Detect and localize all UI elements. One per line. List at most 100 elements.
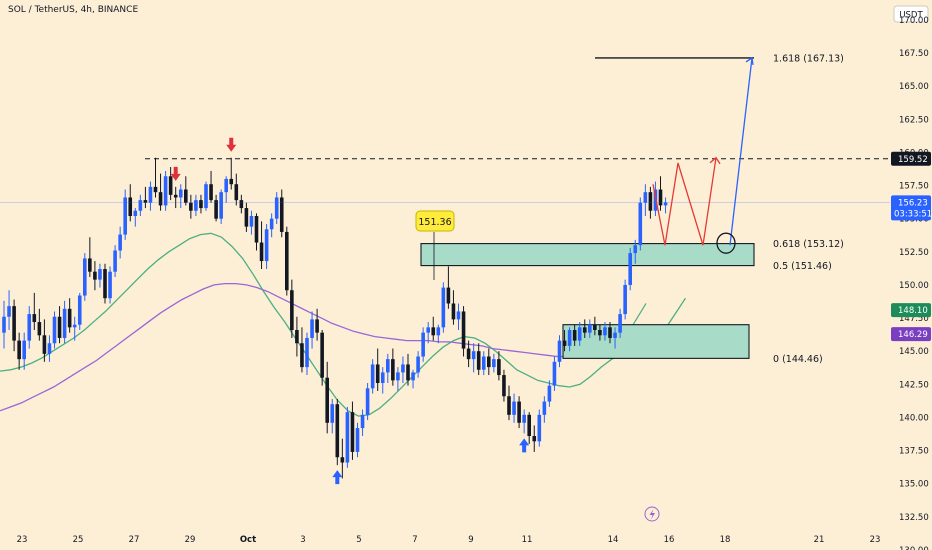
price-tick-label: 170.00 <box>899 16 929 26</box>
lightning-bolt <box>649 509 655 520</box>
candle-body <box>613 332 617 338</box>
time-tick-label: 7 <box>412 535 417 545</box>
candle-body <box>62 308 67 338</box>
candle-body <box>502 375 506 397</box>
resistance-zone[interactable] <box>420 243 755 267</box>
candle-body <box>572 330 577 341</box>
candle-body <box>123 197 127 235</box>
candle-body <box>391 359 395 381</box>
candle-body <box>325 377 329 423</box>
candle-body <box>471 351 476 360</box>
candle-body <box>108 271 112 299</box>
price-tick-label: 137.50 <box>899 447 929 457</box>
currency-badge[interactable] <box>893 5 929 23</box>
price-tick-label: 135.00 <box>899 480 929 490</box>
price-tick-label: 145.00 <box>899 347 929 357</box>
time-tick-label: 9 <box>468 535 473 545</box>
fib-level-label: 1.618 (167.13) <box>773 53 844 64</box>
price-axis[interactable]: USDT170.00167.50165.00162.50160.00157.50… <box>890 0 932 550</box>
candle-body <box>194 200 198 211</box>
candle-body <box>542 401 547 415</box>
ema-fast-line <box>0 232 687 417</box>
up-arrow-marker <box>332 470 343 485</box>
fib-level-label: 0.618 (153.12) <box>773 239 844 250</box>
price-axis-tag-label: 159.52 <box>898 155 928 165</box>
candle-body <box>537 414 542 442</box>
candle-body <box>421 332 425 357</box>
price-tick-label: 152.50 <box>899 248 929 258</box>
time-tick-label: 21 <box>814 535 825 545</box>
candle-body <box>32 314 37 323</box>
support-zone[interactable] <box>562 324 750 359</box>
currency-label: USDT <box>899 11 923 21</box>
candle-body <box>88 258 92 272</box>
time-tick-label: 14 <box>608 535 619 545</box>
candle-body <box>204 184 208 209</box>
price-tick-label: 167.50 <box>899 49 929 59</box>
candle-body <box>153 186 158 193</box>
price-tick-label: 142.50 <box>899 380 929 390</box>
price-tick-label: 157.50 <box>899 182 929 192</box>
fib-level-label: 0 (144.46) <box>773 354 823 365</box>
time-tick-label: 23 <box>870 535 881 545</box>
candle-body <box>582 327 587 333</box>
candle-body <box>507 396 511 415</box>
candle-body <box>7 306 11 317</box>
candle-body <box>532 436 537 442</box>
candle-body <box>310 319 314 338</box>
candle-body <box>380 372 385 384</box>
candle-body <box>608 327 612 338</box>
candle-body <box>562 340 567 346</box>
candle-body <box>360 414 365 429</box>
candle-body <box>628 253 632 285</box>
projection-zigzag <box>652 157 717 246</box>
candle-body <box>618 314 622 333</box>
price-axis-tag <box>891 151 931 166</box>
time-tick-label: 25 <box>73 535 84 545</box>
candle-body <box>386 359 390 373</box>
candle-body <box>375 364 380 384</box>
candle-body <box>476 351 481 370</box>
countdown-label: 03:33:51 <box>894 209 932 219</box>
candle-body <box>456 311 461 320</box>
projection-zigzag-head <box>709 156 721 165</box>
time-tick-label: 29 <box>185 535 196 545</box>
time-tick-label: Oct <box>240 535 256 545</box>
price-tick-label: 162.50 <box>899 115 929 125</box>
current-price-tag <box>891 195 931 221</box>
candle-body <box>335 404 340 458</box>
candle-body <box>254 216 259 243</box>
price-tick-label: 150.00 <box>899 281 929 291</box>
candle-body <box>295 330 299 344</box>
candle-body <box>365 388 370 415</box>
candle-body <box>264 229 269 262</box>
time-axis[interactable]: 23 25 27 29 Oct 3 5 7 9 11 14 16 18 21 23 <box>17 506 881 545</box>
candle-body <box>118 234 122 251</box>
candle-body <box>527 414 531 437</box>
candle-body <box>199 200 203 209</box>
annotations: 1.618 (167.13) 0.618 (153.12) 0.5 (151.46)… <box>0 53 890 485</box>
candle-body <box>17 340 21 360</box>
candle-body <box>178 189 183 198</box>
candle-body <box>512 401 516 415</box>
projection-arrow <box>729 57 753 246</box>
candle-body <box>285 231 289 291</box>
candle-body <box>77 295 82 325</box>
candle-body <box>163 176 168 206</box>
candle-body <box>588 324 592 333</box>
time-tick-label: 11 <box>522 535 533 545</box>
chart-title: SOL / TetherUS, 4h, BINANCE <box>8 5 139 15</box>
up-arrow-marker <box>519 438 530 453</box>
candle-body <box>416 356 420 373</box>
time-tick-label: 23 <box>17 535 28 545</box>
callout-box[interactable] <box>415 210 455 232</box>
candle-body <box>52 316 57 344</box>
lightning-icon[interactable] <box>644 506 660 522</box>
candle-body <box>184 189 188 203</box>
callout-label: 151.36 <box>418 217 451 228</box>
candle-body <box>350 412 355 452</box>
candle-body <box>436 327 441 336</box>
candle-body <box>274 197 279 219</box>
down-arrow-marker <box>226 137 237 152</box>
